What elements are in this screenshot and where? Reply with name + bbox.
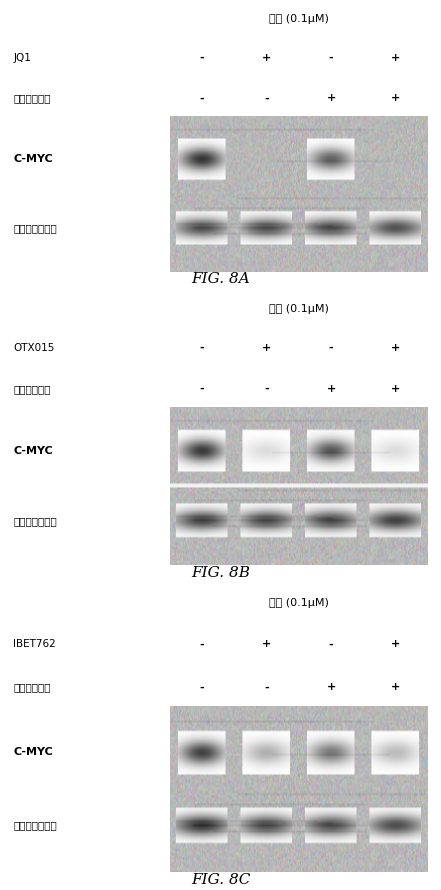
Text: -: - [200, 53, 204, 63]
Text: +: + [262, 53, 271, 63]
Text: -: - [200, 384, 204, 394]
Text: -: - [264, 384, 269, 394]
Text: JQ1: JQ1 [13, 53, 31, 63]
Text: ベータアクチン: ベータアクチン [13, 223, 57, 233]
Text: アルボシジブ: アルボシジブ [13, 384, 51, 394]
Text: +: + [262, 343, 271, 353]
Text: アルボシジブ: アルボシジブ [13, 93, 51, 103]
Text: +: + [391, 93, 400, 103]
Text: FIG. 8A: FIG. 8A [191, 272, 250, 287]
Text: ベータアクチン: ベータアクチン [13, 821, 57, 830]
Text: C-MYC: C-MYC [13, 446, 53, 457]
Text: 処置 (0.1μM): 処置 (0.1μM) [269, 598, 329, 608]
Text: 処置 (0.1μM): 処置 (0.1μM) [269, 14, 329, 24]
Text: +: + [391, 384, 400, 394]
Text: -: - [264, 93, 269, 103]
Text: -: - [200, 343, 204, 353]
Text: +: + [391, 683, 400, 692]
Text: +: + [326, 384, 336, 394]
Text: +: + [262, 639, 271, 650]
Text: C-MYC: C-MYC [13, 155, 53, 165]
Text: ベータアクチン: ベータアクチン [13, 516, 57, 526]
Text: OTX015: OTX015 [13, 343, 55, 353]
Text: +: + [391, 639, 400, 650]
Text: IBET762: IBET762 [13, 639, 56, 650]
Text: -: - [329, 639, 333, 650]
Text: -: - [329, 53, 333, 63]
Text: +: + [326, 683, 336, 692]
Text: +: + [326, 93, 336, 103]
Text: C-MYC: C-MYC [13, 748, 53, 757]
Text: アルボシジブ: アルボシジブ [13, 683, 51, 692]
Text: -: - [200, 683, 204, 692]
Text: -: - [200, 93, 204, 103]
Text: +: + [391, 53, 400, 63]
Text: 処置 (0.1μM): 処置 (0.1μM) [269, 303, 329, 314]
Text: -: - [264, 683, 269, 692]
Text: FIG. 8B: FIG. 8B [191, 566, 250, 580]
Text: +: + [391, 343, 400, 353]
Text: -: - [329, 343, 333, 353]
Text: FIG. 8C: FIG. 8C [191, 873, 250, 887]
Text: -: - [200, 639, 204, 650]
